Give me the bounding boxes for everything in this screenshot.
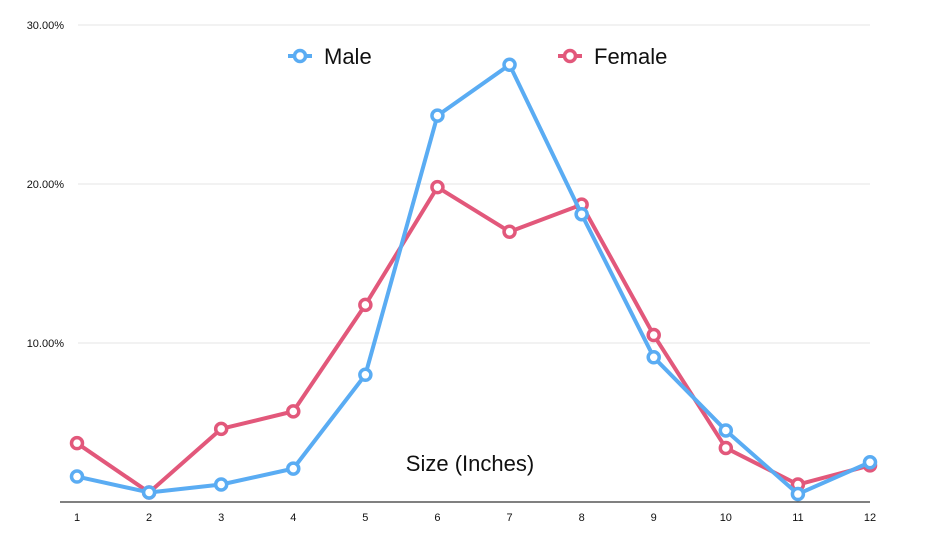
- legend: Male Female: [288, 44, 667, 69]
- data-point: [718, 440, 734, 456]
- gridlines: [78, 24, 870, 344]
- data-point: [69, 469, 85, 484]
- x-tick-label: 10: [720, 512, 732, 524]
- legend-label: Female: [594, 44, 667, 69]
- data-point: [141, 485, 157, 500]
- data-point: [790, 486, 806, 502]
- x-tick-label: 4: [290, 512, 296, 524]
- series-line: [76, 62, 871, 497]
- data-point: [502, 57, 517, 72]
- series-male: [69, 57, 878, 502]
- x-tick-label: 12: [864, 512, 876, 524]
- legend-label: Male: [324, 44, 372, 69]
- data-point: [430, 179, 445, 195]
- legend-marker: [292, 48, 308, 64]
- y-tick-label: 10.00%: [27, 338, 65, 350]
- series-group: [69, 57, 878, 502]
- data-point: [646, 327, 661, 343]
- data-point: [502, 224, 517, 239]
- x-axis-ticks: 1 2 3 4 5 6 7 8 9 10 11 12: [74, 512, 876, 524]
- data-point: [430, 108, 445, 123]
- x-tick-label: 3: [218, 512, 224, 524]
- x-tick-label: 8: [579, 512, 585, 524]
- x-tick-label: 1: [74, 512, 80, 524]
- legend-marker: [562, 48, 578, 64]
- data-point: [213, 477, 229, 492]
- legend-item-female: Female: [558, 44, 667, 69]
- y-axis-ticks: 10.00% 20.00% 30.00%: [27, 20, 65, 350]
- data-point: [718, 423, 734, 438]
- data-point: [69, 435, 85, 451]
- data-point: [862, 455, 878, 470]
- data-point: [646, 350, 661, 365]
- x-tick-label: 11: [792, 512, 803, 524]
- y-tick-label: 20.00%: [27, 179, 65, 191]
- data-point: [358, 367, 373, 383]
- data-point: [574, 206, 589, 222]
- legend-item-male: Male: [288, 44, 372, 69]
- x-tick-label: 2: [146, 512, 152, 524]
- x-tick-label: 9: [651, 512, 657, 524]
- x-tick-label: 7: [506, 512, 512, 524]
- x-tick-label: 5: [362, 512, 368, 524]
- series-line: [75, 185, 871, 495]
- x-tick-label: 6: [434, 512, 440, 524]
- data-point: [286, 404, 301, 419]
- y-tick-label: 30.00%: [27, 20, 65, 32]
- data-point: [358, 297, 373, 313]
- data-point: [213, 421, 229, 437]
- data-point: [286, 461, 301, 476]
- x-axis-label: Size (Inches): [406, 451, 534, 476]
